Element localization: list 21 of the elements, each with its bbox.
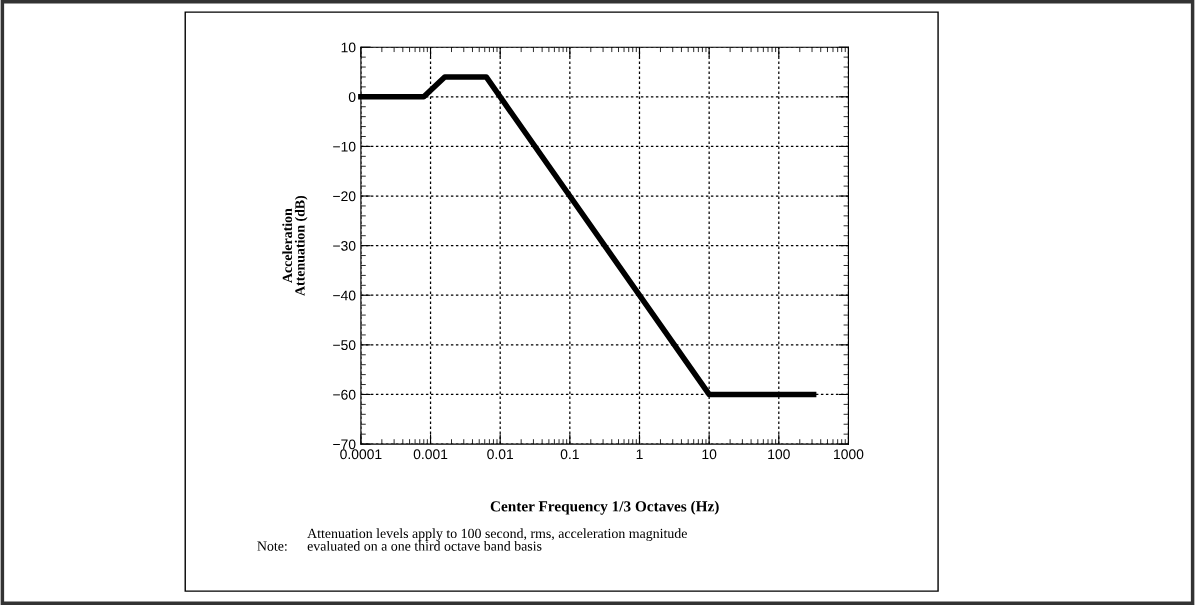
y-tick-label: −30 xyxy=(333,240,356,251)
x-tick-label: 0.01 xyxy=(487,449,514,460)
x-axis-title: Center Frequency 1/3 Octaves (Hz) xyxy=(490,500,719,515)
y-axis-title: Acceleration Attenuation (dB) xyxy=(282,195,308,296)
y-tick-label: −60 xyxy=(333,389,356,400)
y-tick-label: −10 xyxy=(333,141,356,152)
text: Attenuation levels apply to 100 second, rms, acceleration magnitude evaluated on a one third octave band basis xyxy=(307,528,687,551)
x-tick-label: 0.001 xyxy=(413,449,448,460)
y-tick-label: −50 xyxy=(333,340,356,351)
x-tick-label: 1000 xyxy=(834,449,864,460)
y-tick-label: −40 xyxy=(333,290,356,301)
x-tick-label: 10 xyxy=(702,449,717,460)
x-tick-label: 100 xyxy=(768,449,790,460)
x-tick-label: 0.1 xyxy=(560,449,579,460)
y-tick-label: −20 xyxy=(333,191,356,202)
text: Note: xyxy=(257,541,287,551)
x-tick-label: 0.0001 xyxy=(340,449,382,460)
y-tick-label: 0 xyxy=(348,92,356,102)
x-tick-label: 1 xyxy=(636,449,643,459)
y-tick-label: −70 xyxy=(333,439,356,450)
y-tick-label: 10 xyxy=(341,42,356,53)
